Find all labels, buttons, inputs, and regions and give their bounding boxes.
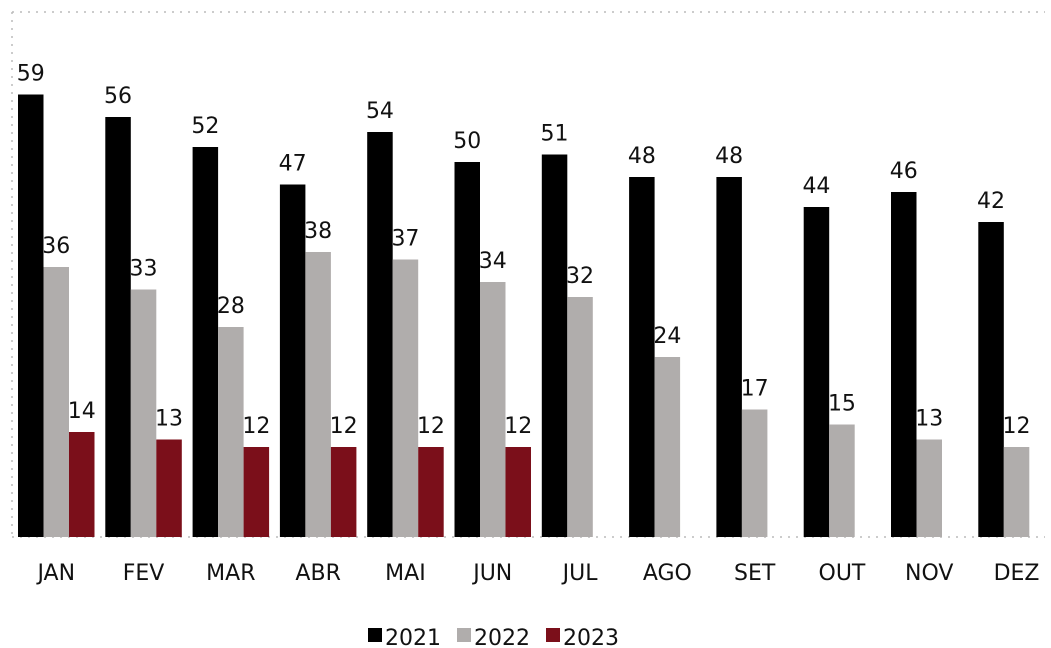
bar: [330, 447, 357, 537]
legend-swatch: [546, 628, 560, 642]
value-label: 50: [453, 129, 481, 154]
value-label: 14: [68, 399, 96, 424]
value-label: 44: [802, 174, 830, 199]
bar: [454, 162, 480, 537]
value-label: 12: [1003, 414, 1031, 439]
value-label: 51: [541, 122, 569, 147]
value-label: 32: [566, 264, 594, 289]
value-label: 13: [155, 407, 183, 432]
value-label: 56: [104, 84, 132, 109]
legend-swatch: [368, 628, 382, 642]
bar: [43, 267, 69, 537]
bar: [279, 184, 306, 537]
bar: [243, 447, 270, 537]
legend-label: 2022: [474, 626, 530, 648]
x-tick-label: JUL: [561, 561, 599, 586]
bar: [218, 327, 244, 537]
legend-swatch: [457, 628, 471, 642]
x-tick-label: NOV: [905, 561, 953, 586]
bar: [829, 424, 855, 537]
value-label: 47: [279, 152, 307, 177]
value-label: 48: [628, 144, 656, 169]
bar: [367, 132, 393, 537]
value-label: 13: [915, 407, 943, 432]
bar: [803, 207, 830, 537]
bar: [18, 94, 44, 537]
value-label: 38: [304, 219, 332, 244]
bar: [1003, 447, 1030, 537]
bar: [716, 177, 742, 537]
value-label: 46: [890, 159, 918, 184]
bar: [891, 192, 917, 537]
bar: [305, 252, 331, 537]
x-tick-label: FEV: [123, 561, 165, 586]
value-label: 48: [715, 144, 743, 169]
bar: [392, 259, 419, 537]
bar: [741, 409, 768, 537]
value-label: 28: [217, 294, 245, 319]
bar: [654, 357, 681, 537]
value-label: 37: [391, 227, 419, 252]
x-tick-label: MAR: [206, 561, 255, 586]
x-tick-label: JUN: [471, 561, 512, 586]
value-label: 52: [191, 114, 219, 139]
value-label: 12: [242, 414, 270, 439]
bar: [629, 177, 655, 537]
x-tick-label: DEZ: [994, 561, 1040, 586]
x-tick-label: ABR: [295, 561, 340, 586]
bar: [105, 117, 131, 537]
x-tick-label: AGO: [643, 561, 692, 586]
x-tick-label: MAI: [385, 561, 426, 586]
value-label: 36: [42, 234, 70, 259]
value-label: 54: [366, 99, 394, 124]
value-label: 34: [479, 249, 507, 274]
bar: [192, 147, 219, 537]
value-label: 24: [653, 324, 681, 349]
value-label: 59: [17, 62, 45, 87]
bar: [505, 447, 531, 537]
bar: [156, 439, 182, 537]
value-label: 17: [741, 377, 769, 402]
value-label: 33: [130, 257, 158, 282]
legend-label: 2023: [563, 626, 619, 648]
x-tick-label: JAN: [35, 561, 75, 586]
bar: [130, 289, 157, 537]
x-tick-label: SET: [734, 561, 776, 586]
bar: [480, 282, 506, 537]
bar: [978, 222, 1004, 537]
bar: [567, 297, 593, 537]
value-label: 12: [417, 414, 445, 439]
bar: [916, 439, 942, 537]
value-label: 15: [828, 392, 856, 417]
bar: [69, 432, 95, 537]
legend-label: 2021: [385, 626, 441, 648]
x-tick-label: OUT: [819, 561, 866, 586]
bar: [418, 447, 444, 537]
bar: [541, 154, 568, 537]
value-label: 12: [330, 414, 358, 439]
value-label: 42: [977, 189, 1005, 214]
value-label: 12: [504, 414, 532, 439]
